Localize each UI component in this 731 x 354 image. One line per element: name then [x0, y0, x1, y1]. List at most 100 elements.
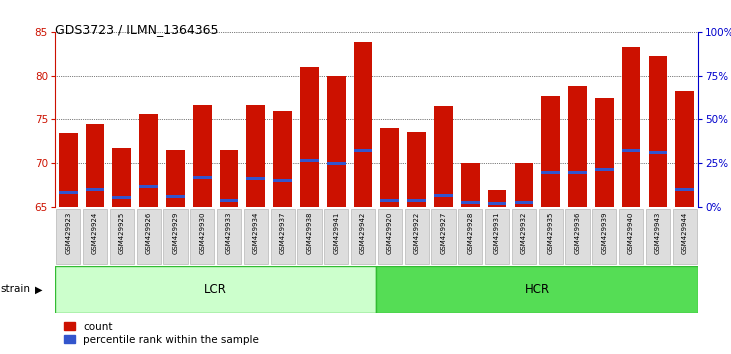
Bar [407, 132, 426, 207]
Text: GSM429944: GSM429944 [682, 212, 688, 254]
Text: HCR: HCR [525, 283, 550, 296]
Bar [166, 150, 185, 207]
FancyBboxPatch shape [376, 266, 698, 313]
Text: GSM429940: GSM429940 [628, 212, 634, 254]
Text: ▶: ▶ [35, 284, 42, 295]
FancyBboxPatch shape [217, 209, 241, 264]
Text: GSM429926: GSM429926 [145, 212, 151, 254]
Bar [300, 67, 319, 207]
Bar [113, 196, 132, 199]
FancyBboxPatch shape [298, 209, 322, 264]
Bar [354, 149, 372, 152]
FancyBboxPatch shape [566, 209, 589, 264]
Bar [488, 202, 507, 205]
Text: GSM429936: GSM429936 [575, 212, 580, 254]
Bar [327, 162, 346, 165]
Text: strain: strain [1, 284, 31, 295]
FancyBboxPatch shape [137, 209, 161, 264]
FancyBboxPatch shape [458, 209, 482, 264]
Bar [300, 159, 319, 162]
Bar [675, 188, 694, 191]
FancyBboxPatch shape [190, 209, 214, 264]
Bar [648, 56, 667, 207]
Bar [541, 96, 560, 207]
Bar [58, 133, 77, 207]
Text: GSM429931: GSM429931 [494, 212, 500, 254]
Text: GSM429938: GSM429938 [306, 212, 312, 254]
Text: GSM429929: GSM429929 [173, 212, 178, 254]
FancyBboxPatch shape [351, 209, 375, 264]
Text: GSM429923: GSM429923 [65, 212, 71, 254]
FancyBboxPatch shape [55, 266, 376, 313]
FancyBboxPatch shape [163, 209, 187, 264]
FancyBboxPatch shape [324, 209, 349, 264]
Text: GSM429932: GSM429932 [521, 212, 527, 254]
Text: GSM429924: GSM429924 [92, 212, 98, 254]
FancyBboxPatch shape [512, 209, 536, 264]
Bar [621, 47, 640, 207]
Bar [434, 106, 452, 207]
FancyBboxPatch shape [56, 209, 80, 264]
Bar [568, 171, 587, 175]
Bar [219, 199, 238, 202]
Bar [113, 148, 132, 207]
Bar [621, 149, 640, 152]
Text: GSM429920: GSM429920 [387, 212, 393, 254]
Bar [219, 150, 238, 207]
Bar [86, 188, 105, 191]
FancyBboxPatch shape [83, 209, 107, 264]
Bar [515, 163, 533, 207]
Text: GSM429927: GSM429927 [441, 212, 447, 254]
FancyBboxPatch shape [110, 209, 134, 264]
Text: GSM429939: GSM429939 [602, 212, 607, 254]
Text: GSM429933: GSM429933 [226, 212, 232, 254]
Legend: count, percentile rank within the sample: count, percentile rank within the sample [60, 317, 263, 349]
Text: GDS3723 / ILMN_1364365: GDS3723 / ILMN_1364365 [55, 23, 219, 36]
Bar [380, 128, 399, 207]
Bar [193, 176, 212, 179]
Bar [273, 111, 292, 207]
Bar [193, 104, 212, 207]
FancyBboxPatch shape [404, 209, 428, 264]
FancyBboxPatch shape [619, 209, 643, 264]
Bar [541, 171, 560, 173]
FancyBboxPatch shape [378, 209, 402, 264]
Bar [675, 91, 694, 207]
Bar [86, 124, 105, 207]
Bar [648, 151, 667, 154]
FancyBboxPatch shape [431, 209, 455, 264]
Bar [246, 177, 265, 180]
FancyBboxPatch shape [485, 209, 509, 264]
FancyBboxPatch shape [539, 209, 563, 264]
FancyBboxPatch shape [673, 209, 697, 264]
Text: GSM429935: GSM429935 [548, 212, 553, 254]
Bar [166, 195, 185, 198]
Bar [58, 191, 77, 194]
Bar [139, 184, 158, 188]
FancyBboxPatch shape [646, 209, 670, 264]
Text: GSM429934: GSM429934 [253, 212, 259, 254]
Bar [139, 114, 158, 207]
Text: GSM429937: GSM429937 [280, 212, 286, 254]
Text: GSM429942: GSM429942 [360, 212, 366, 254]
Bar [595, 98, 613, 207]
Text: GSM429922: GSM429922 [414, 212, 420, 254]
Bar [488, 190, 507, 207]
Bar [515, 201, 533, 204]
Bar [354, 42, 372, 207]
Bar [246, 105, 265, 207]
Bar [273, 179, 292, 182]
Text: GSM429941: GSM429941 [333, 212, 339, 254]
Bar [461, 163, 480, 207]
Text: LCR: LCR [204, 283, 227, 296]
Bar [327, 76, 346, 207]
Text: GSM429928: GSM429928 [467, 212, 473, 254]
Text: GSM429943: GSM429943 [655, 212, 661, 254]
FancyBboxPatch shape [270, 209, 295, 264]
FancyBboxPatch shape [592, 209, 616, 264]
FancyBboxPatch shape [243, 209, 268, 264]
Bar [380, 199, 399, 202]
Bar [461, 201, 480, 204]
Text: GSM429930: GSM429930 [200, 212, 205, 254]
Text: GSM429925: GSM429925 [119, 212, 125, 254]
